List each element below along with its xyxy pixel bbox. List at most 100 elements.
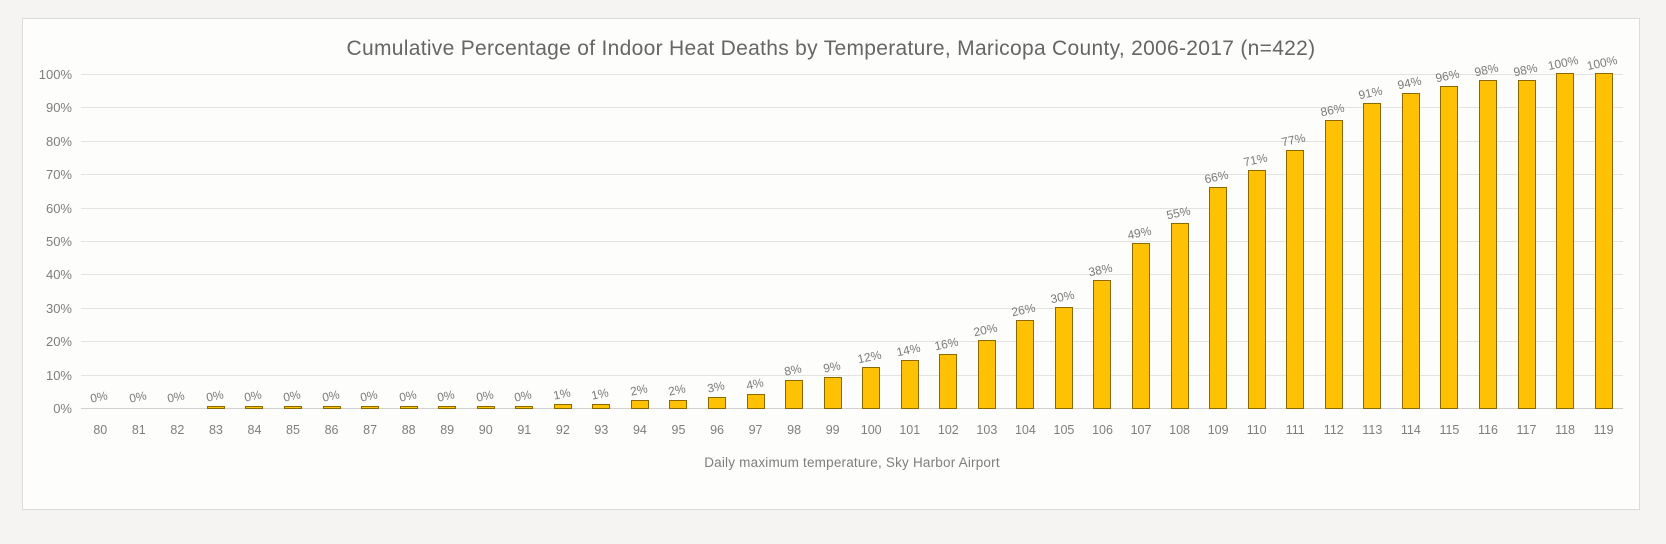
bar-value-label: 0% — [397, 387, 418, 406]
bar — [977, 340, 996, 409]
bar-slot: 2% — [621, 75, 660, 409]
bar-value-label: 55% — [1164, 203, 1192, 223]
bar-value-label: 0% — [127, 388, 148, 406]
bar-value-label: 0% — [89, 388, 110, 406]
bar — [1286, 149, 1305, 409]
x-axis-row: 80 81 82 83 84 85 86 87 88 89 90 91 92 93 94 95 96 97 98 99… — [81, 423, 1623, 441]
bar-value-label: 0% — [243, 387, 264, 406]
chart-title: Cumulative Percentage of Indoor Heat Dea… — [346, 37, 1316, 60]
bar-value-label: 77% — [1280, 130, 1307, 150]
x-axis-tick-label: 100 — [860, 423, 882, 437]
bar-value-label: 0% — [281, 387, 302, 406]
x-axis-tick-label: 110 — [1246, 423, 1267, 437]
bar-slot: 77% — [1276, 75, 1315, 409]
y-axis-tick-label: 10% — [45, 367, 72, 383]
y-axis-tick-label: 100% — [38, 67, 72, 82]
bar-slot: 1% — [544, 75, 583, 409]
bar-slot: 96% — [1430, 67, 1469, 409]
x-axis-tick-label: 87 — [363, 423, 378, 437]
gridline — [81, 408, 1623, 409]
bars-row: 0% 0% 0% 0% 0% 0% 0% 0% 0% 0% 0% 0% 1% 1% 2% 2% 3% 4% 8% 9%… — [81, 53, 1623, 409]
bar — [399, 406, 418, 409]
x-axis-tick-label: 83 — [208, 423, 223, 437]
gridline — [81, 374, 1623, 376]
bar — [1247, 169, 1266, 409]
bar — [823, 376, 842, 409]
bar-slot: 9% — [813, 75, 852, 409]
bar-value-label: 2% — [628, 381, 649, 399]
bar-slot: 2% — [659, 75, 698, 409]
bar-slot: 91% — [1353, 75, 1392, 409]
bar-value-label: 0% — [513, 387, 534, 406]
x-axis-tick-label: 93 — [594, 423, 609, 437]
bar-value-label: 2% — [667, 381, 688, 399]
x-axis-tick-label: 97 — [748, 423, 763, 437]
x-axis-tick-label: 89 — [440, 423, 455, 437]
gridline — [81, 307, 1623, 309]
bar — [1093, 280, 1112, 409]
bar-value-label: 1% — [590, 385, 611, 403]
bar-value-label: 96% — [1434, 67, 1462, 86]
bar — [1440, 86, 1459, 409]
x-axis-tick-label: 98 — [787, 423, 802, 437]
bar — [592, 403, 611, 409]
bar-value-label: 94% — [1396, 73, 1423, 93]
bar-slot: 86% — [1315, 75, 1354, 409]
bar — [438, 406, 457, 409]
bar-value-label: 16% — [933, 334, 960, 353]
x-axis-tick-label: 101 — [899, 423, 921, 437]
bar-slot: 26% — [1006, 75, 1045, 409]
x-axis-tick-label: 109 — [1207, 423, 1229, 437]
bar — [1594, 73, 1613, 409]
bar-slot: 38% — [1083, 75, 1122, 409]
bar-value-label: 1% — [551, 385, 572, 403]
bar-slot: 0% — [120, 75, 159, 409]
bar — [322, 406, 341, 409]
plot-area: 0% 10% 20% 30% 40% 50% 60% 70% 80% 90% 100% 0% 0% 0% 0… — [39, 53, 1623, 416]
bar — [1401, 93, 1420, 409]
bar-value-label: 66% — [1203, 167, 1230, 186]
chart-card: Cumulative Percentage of Indoor Heat Dea… — [22, 18, 1640, 510]
x-axis-tick-label: 90 — [478, 423, 493, 437]
bar-value-label: 0% — [320, 387, 341, 406]
gridline — [81, 140, 1623, 142]
bar-value-label: 0% — [359, 387, 379, 406]
x-axis-tick-label: 108 — [1169, 423, 1191, 437]
bar-value-label: 71% — [1241, 150, 1269, 170]
bar — [785, 380, 804, 409]
bar — [1478, 79, 1497, 409]
y-axis-tick-label: 40% — [45, 267, 72, 283]
bar-slot: 20% — [968, 75, 1007, 409]
bar — [746, 393, 765, 409]
bar — [939, 353, 958, 409]
bar-slot: 4% — [736, 75, 775, 409]
y-axis-tick-label: 70% — [45, 167, 72, 183]
x-axis-tick-label: 107 — [1130, 423, 1152, 437]
gridline — [81, 107, 1623, 109]
y-axis-tick-label: 80% — [45, 133, 72, 149]
bar — [1517, 79, 1536, 409]
x-axis-tick-label: 99 — [825, 423, 840, 437]
bar — [862, 366, 881, 409]
bar-slot: 30% — [1045, 75, 1084, 409]
bar — [1324, 119, 1343, 409]
bar-value-label: 98% — [1473, 60, 1500, 80]
bar — [708, 396, 727, 409]
bar-value-label: 98% — [1511, 60, 1539, 80]
x-axis-tick-label: 111 — [1285, 423, 1305, 437]
bar-value-label: 4% — [744, 375, 765, 393]
x-axis-tick-label: 104 — [1014, 423, 1036, 437]
x-axis-tick-label: 94 — [632, 423, 647, 437]
bar-slot: 100% — [1584, 53, 1623, 409]
bar-slot: 0% — [505, 75, 544, 409]
bar-value-label: 49% — [1126, 224, 1153, 243]
gridline — [81, 174, 1623, 176]
bar-value-label: 9% — [821, 358, 842, 376]
bar — [630, 400, 649, 409]
bar-value-label: 91% — [1357, 83, 1384, 103]
bar-slot: 0% — [466, 75, 505, 409]
x-axis-tick-label: 88 — [401, 423, 416, 437]
x-axis-tick-label: 91 — [517, 423, 532, 437]
y-axis-tick-label: 60% — [45, 200, 72, 216]
